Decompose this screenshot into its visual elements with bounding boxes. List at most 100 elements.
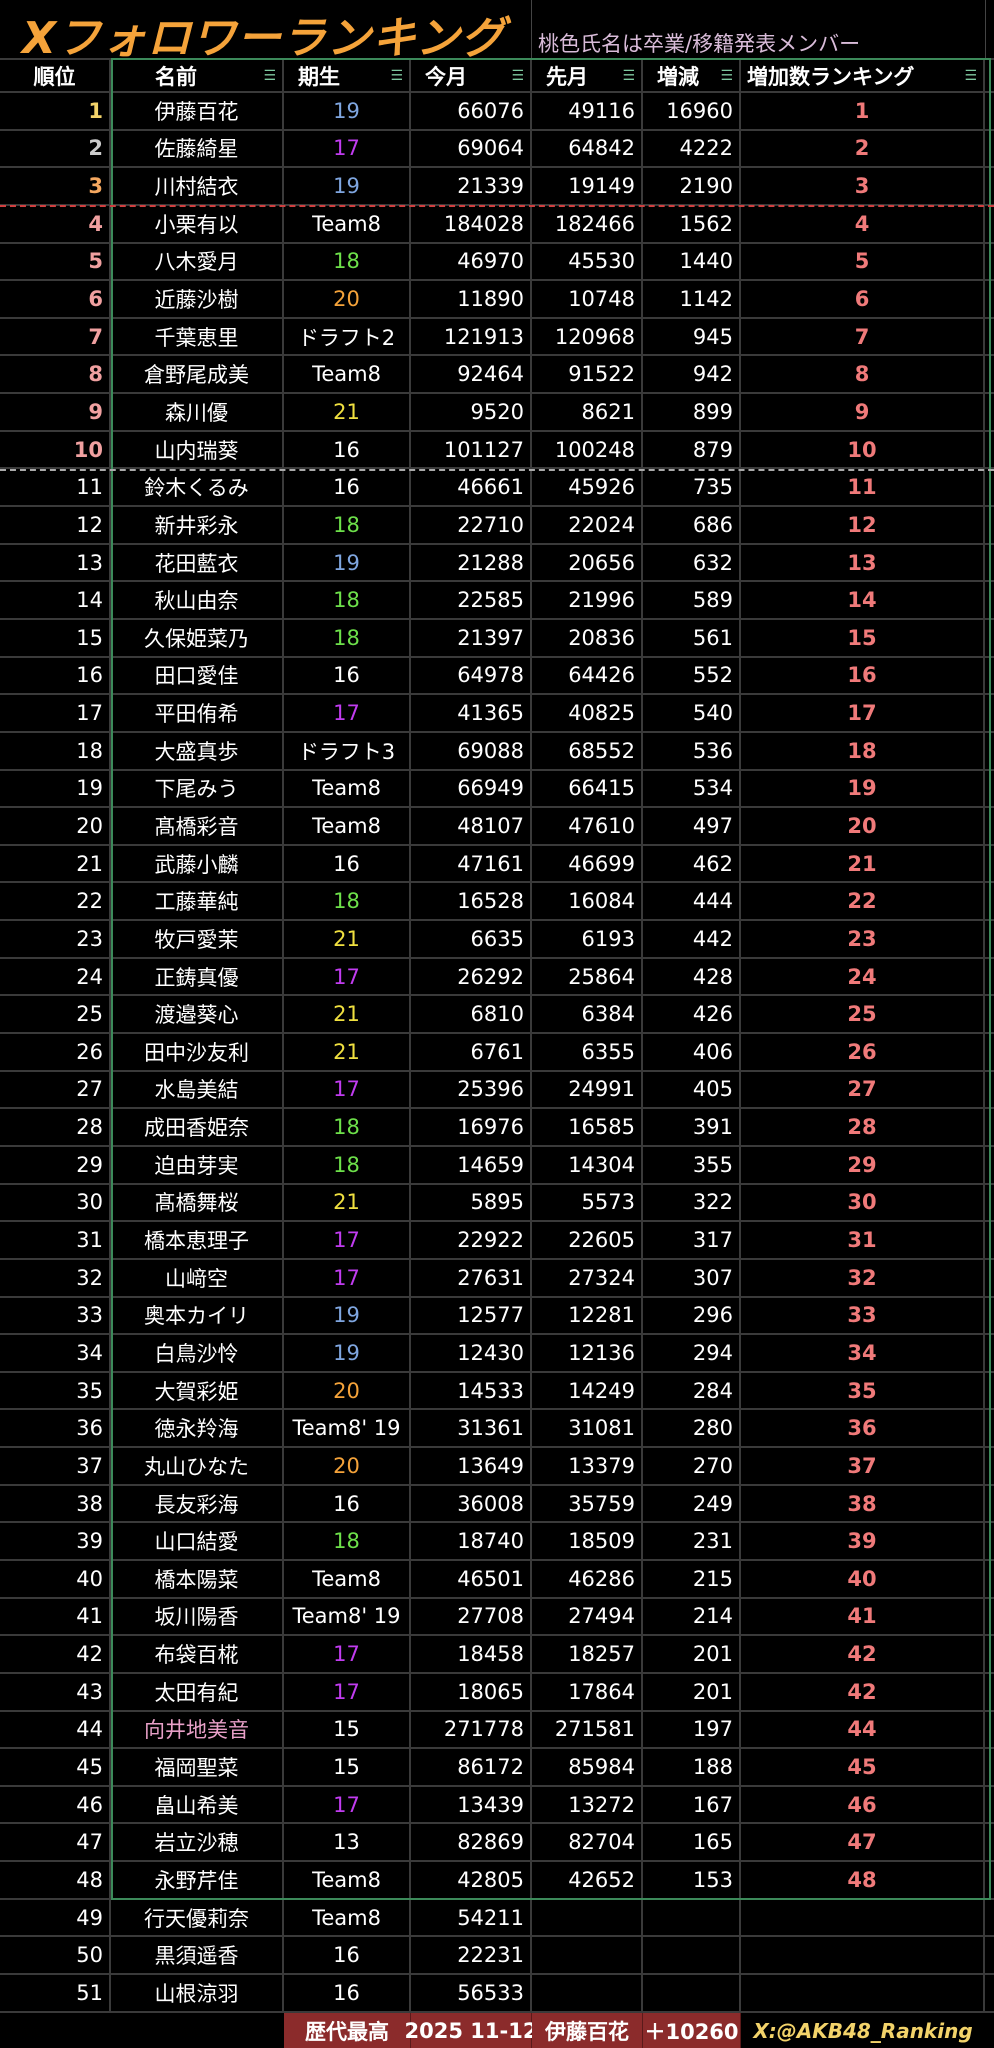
cell-increase-rank: 44 [741,1711,985,1748]
cell-generation: 17 [284,958,411,995]
table-row: 24 正鋳真優 17 26292 25864 428 24 [0,958,994,997]
cell-this-month: 18740 [411,1523,532,1559]
record-name: 伊藤百花 [532,2013,643,2048]
top3-separator [0,204,994,207]
cell-rank: 1 [0,93,111,129]
cell-change: 879 [643,431,741,468]
cell-name: 山﨑空 [111,1259,284,1296]
cell-last-month: 12136 [532,1335,643,1371]
table-row: 9 森川優 21 9520 8621 899 9 [0,394,994,432]
table-row: 51 山根涼羽 16 56533 [0,1975,994,2013]
footer-spacer [0,2013,284,2048]
cell-rank: 34 [0,1335,111,1371]
header-label: 先月 [546,64,588,89]
cell-change: 284 [643,1372,741,1409]
cell-rank: 24 [0,958,111,995]
header-increase-ranking[interactable]: 増加数ランキング ☰ [741,60,985,91]
cell-name: 畠山希美 [111,1786,284,1823]
cell-increase-rank: 32 [741,1259,985,1296]
cell-generation: 18 [284,619,411,656]
cell-generation: 17 [284,695,411,731]
cell-last-month: 17864 [532,1673,643,1710]
cell-rank: 21 [0,845,111,882]
cell-name: 花田藍衣 [111,544,284,581]
cell-increase-rank: 18 [741,732,985,769]
cell-rank: 36 [0,1410,111,1447]
table-row: 33 奥本カイリ 19 12577 12281 296 33 [0,1297,994,1336]
cell-name: 奥本カイリ [111,1297,284,1334]
cell-generation: Team8' 19 [284,1598,411,1635]
cell-rank: 22 [0,883,111,920]
cell-change: 188 [643,1749,741,1785]
cell-name: 伊藤百花 [111,93,284,129]
cell-rank: 29 [0,1146,111,1183]
table-row: 31 橋本恵理子 17 22922 22605 317 31 [0,1222,994,1260]
filter-icon[interactable]: ☰ [964,68,977,84]
cell-change: 296 [643,1297,741,1334]
cell-rank: 50 [0,1937,111,1974]
cell-increase-rank: 22 [741,883,985,920]
table-row: 6 近藤沙樹 20 11890 10748 1142 6 [0,281,994,319]
cell-rank: 9 [0,394,111,430]
cell-generation: Team8 [284,205,411,242]
header-label: 順位 [33,64,76,89]
cell-this-month: 11890 [411,281,532,317]
cell-generation: 18 [284,507,411,543]
cell-name: 八木愛月 [111,243,284,280]
cell-change: 231 [643,1523,741,1559]
table-row: 20 髙橋彩音 Team8 48107 47610 497 20 [0,808,994,846]
cell-last-month: 182466 [532,205,643,242]
cell-increase-rank: 16 [741,657,985,694]
cell-this-month: 13439 [411,1786,532,1823]
table-row: 3 川村結衣 19 21339 19149 2190 3 [0,168,994,206]
cell-this-month: 101127 [411,431,532,468]
filter-icon[interactable]: ☰ [720,68,733,84]
cell-this-month: 31361 [411,1410,532,1447]
header-this-month[interactable]: 今月 ☰ [411,60,532,91]
cell-last-month: 21996 [532,582,643,618]
cell-this-month: 48107 [411,808,532,844]
cell-last-month: 45530 [532,243,643,280]
cell-rank: 37 [0,1448,111,1484]
cell-last-month: 6193 [532,921,643,957]
cell-last-month: 31081 [532,1410,643,1447]
cell-increase-rank: 28 [741,1109,985,1145]
table-row: 14 秋山由奈 18 22585 21996 589 14 [0,582,994,620]
cell-name: 水島美結 [111,1071,284,1108]
filter-icon[interactable]: ☰ [263,68,276,84]
cell-rank: 2 [0,130,111,167]
record-value: ＋10260 [643,2013,741,2048]
filter-icon[interactable]: ☰ [622,68,635,84]
filter-icon[interactable]: ☰ [511,68,524,84]
cell-name: 髙橋舞桜 [111,1184,284,1221]
cell-generation: Team8 [284,770,411,807]
cell-generation: Team8 [284,356,411,393]
cell-last-month: 27324 [532,1259,643,1296]
cell-generation: 19 [284,93,411,129]
cell-name: 長友彩海 [111,1485,284,1522]
header-name[interactable]: 名前 ☰ [111,60,284,91]
header-generation[interactable]: 期生 ☰ [284,60,411,91]
cell-change: 497 [643,808,741,844]
table-row: 4 小栗有以 Team8 184028 182466 1562 4 [0,205,994,244]
cell-generation: 17 [284,1636,411,1672]
cell-last-month: 66415 [532,770,643,807]
cell-generation: 16 [284,469,411,506]
header-last-month[interactable]: 先月 ☰ [532,60,643,91]
cell-generation: 21 [284,1184,411,1221]
cell-name: 田中沙友利 [111,1034,284,1070]
cell-generation: 18 [284,1146,411,1183]
cell-generation: 13 [284,1824,411,1861]
filter-icon[interactable]: ☰ [390,68,403,84]
account-credit: X:@AKB48_Ranking [753,2018,973,2043]
cell-this-month: 92464 [411,356,532,393]
cell-name: 永野芹佳 [111,1862,284,1898]
cell-last-month: 16585 [532,1109,643,1145]
table-row: 32 山﨑空 17 27631 27324 307 32 [0,1259,994,1298]
cell-this-month: 14659 [411,1146,532,1183]
cell-name: 坂川陽香 [111,1598,284,1635]
header-change[interactable]: 増減 ☰ [643,60,741,91]
cell-increase-rank: 46 [741,1786,985,1823]
cell-name: 行天優莉奈 [111,1899,284,1936]
cell-rank: 4 [0,205,111,242]
